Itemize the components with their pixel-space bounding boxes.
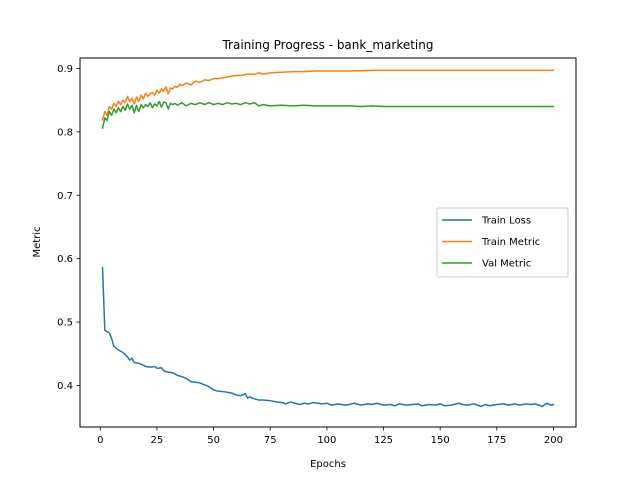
x-tick-label: 200: [544, 435, 563, 446]
y-tick-label: 0.8: [57, 127, 73, 138]
x-tick-label: 175: [487, 435, 506, 446]
y-tick-label: 0.7: [57, 191, 73, 202]
y-tick-label: 0.4: [57, 381, 73, 392]
x-axis-label: Epochs: [310, 459, 346, 470]
chart-title: Training Progress - bank_marketing: [221, 38, 433, 52]
x-axis: 0 25 50 75 100 125 150 175 200: [97, 427, 563, 446]
legend: Train Loss Train Metric Val Metric: [436, 207, 569, 278]
x-tick-label: 125: [374, 435, 393, 446]
x-tick-label: 0: [97, 435, 103, 446]
series-line-1: [101, 69, 555, 121]
y-tick-label: 0.5: [57, 318, 73, 329]
x-tick-label: 25: [151, 435, 164, 446]
plot-lines: [101, 69, 555, 408]
series-line-2: [101, 100, 555, 129]
x-tick-label: 100: [317, 435, 336, 446]
y-axis-label: Metric: [32, 226, 43, 257]
legend-label-0: Train Loss: [481, 216, 531, 227]
plot-frame: [79, 57, 577, 428]
legend-label-1: Train Metric: [481, 237, 540, 248]
legend-frame: [436, 207, 569, 278]
legend-label-2: Val Metric: [482, 259, 531, 270]
x-tick-label: 150: [431, 435, 450, 446]
x-tick-label: 75: [264, 435, 277, 446]
y-axis: 0.4 0.5 0.6 0.7 0.8 0.9: [57, 64, 80, 392]
y-tick-label: 0.6: [57, 254, 73, 265]
x-tick-label: 50: [207, 435, 220, 446]
series-line-0: [101, 266, 555, 408]
y-tick-label: 0.9: [57, 64, 73, 75]
